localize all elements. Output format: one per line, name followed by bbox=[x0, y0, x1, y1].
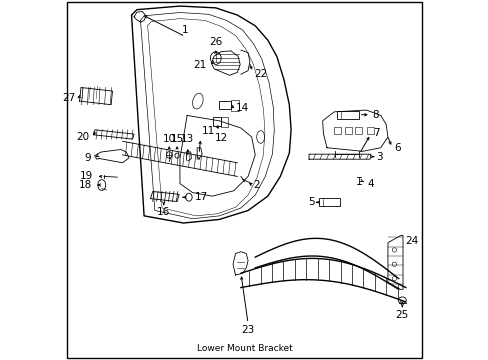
Text: 12: 12 bbox=[215, 133, 228, 143]
Text: 10: 10 bbox=[163, 134, 175, 144]
Text: 16: 16 bbox=[157, 207, 170, 217]
Text: 13: 13 bbox=[181, 134, 194, 144]
Text: 20: 20 bbox=[76, 132, 89, 142]
Text: 4: 4 bbox=[367, 179, 374, 189]
Text: 27: 27 bbox=[62, 93, 75, 103]
Text: Lower Mount Bracket: Lower Mount Bracket bbox=[196, 344, 292, 353]
Text: 19: 19 bbox=[80, 171, 93, 181]
Text: 7: 7 bbox=[372, 129, 379, 138]
Text: 1: 1 bbox=[182, 25, 188, 35]
Text: 5: 5 bbox=[307, 197, 314, 207]
Text: 24: 24 bbox=[405, 236, 418, 246]
Text: 17: 17 bbox=[195, 192, 208, 202]
Text: 23: 23 bbox=[241, 325, 254, 335]
Text: 11: 11 bbox=[202, 126, 215, 136]
Text: 3: 3 bbox=[375, 152, 382, 162]
Text: 21: 21 bbox=[192, 60, 206, 70]
Text: 14: 14 bbox=[235, 103, 248, 113]
Text: 15: 15 bbox=[170, 134, 183, 144]
Text: 25: 25 bbox=[395, 310, 408, 320]
Text: 18: 18 bbox=[79, 180, 92, 190]
Text: 9: 9 bbox=[84, 153, 91, 163]
Text: 6: 6 bbox=[393, 143, 400, 153]
Text: 22: 22 bbox=[254, 69, 267, 79]
Text: 26: 26 bbox=[209, 37, 222, 47]
Text: 2: 2 bbox=[253, 180, 259, 190]
Text: 8: 8 bbox=[371, 110, 378, 120]
